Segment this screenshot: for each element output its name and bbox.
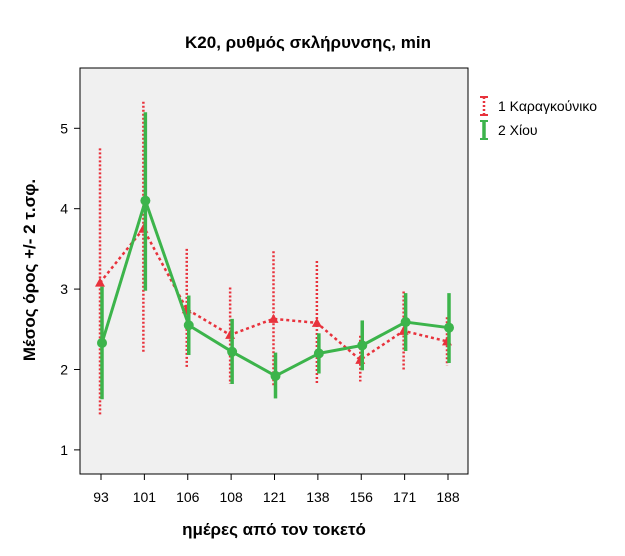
y-tick-label: 3 <box>60 281 68 297</box>
x-tick-label: 121 <box>263 489 287 505</box>
y-axis-label: Μέσος όρος +/- 2 τ.σφ. <box>20 179 39 361</box>
y-tick-label: 2 <box>60 361 68 377</box>
data-point <box>268 313 279 323</box>
data-point <box>400 317 411 328</box>
data-point <box>227 346 238 357</box>
series-layer <box>95 101 454 416</box>
legend: 1 Καραγκούνικο 2 Χίου <box>480 96 597 140</box>
data-point <box>140 195 151 206</box>
y-tick-label: 5 <box>60 120 68 136</box>
y-tick-label: 1 <box>60 442 68 458</box>
x-tick-label: 171 <box>393 489 417 505</box>
series-2 <box>97 112 454 400</box>
x-tick-label: 156 <box>350 489 374 505</box>
x-tick-label: 101 <box>133 489 157 505</box>
x-axis: 93 101 106 108 121 138 156 171 188 <box>93 474 460 505</box>
data-point <box>97 337 107 348</box>
data-point <box>95 277 105 287</box>
data-point <box>313 348 324 359</box>
legend-label: 1 Καραγκούνικο <box>498 98 597 114</box>
x-tick-label: 188 <box>436 489 460 505</box>
data-point <box>444 322 454 333</box>
data-point <box>183 320 194 331</box>
legend-label: 2 Χίου <box>498 122 538 138</box>
legend-item-2: 2 Χίου <box>480 120 538 140</box>
plot-area <box>79 67 469 475</box>
x-axis-label: ημέρες από τον τοκετό <box>182 520 366 539</box>
legend-item-1: 1 Καραγκούνικο <box>480 96 597 116</box>
series-line <box>99 227 448 362</box>
data-point <box>357 340 368 351</box>
data-point <box>270 370 281 381</box>
x-tick-label: 138 <box>306 489 330 505</box>
data-point <box>311 317 322 327</box>
x-tick-label: 108 <box>219 489 243 505</box>
chart-title: K20, ρυθμός σκλήρυνσης, min <box>185 33 431 52</box>
y-axis: 1 2 3 4 5 <box>60 120 80 458</box>
x-tick-label: 93 <box>93 489 109 505</box>
y-tick-label: 4 <box>60 201 68 217</box>
x-tick-label: 106 <box>176 489 200 505</box>
